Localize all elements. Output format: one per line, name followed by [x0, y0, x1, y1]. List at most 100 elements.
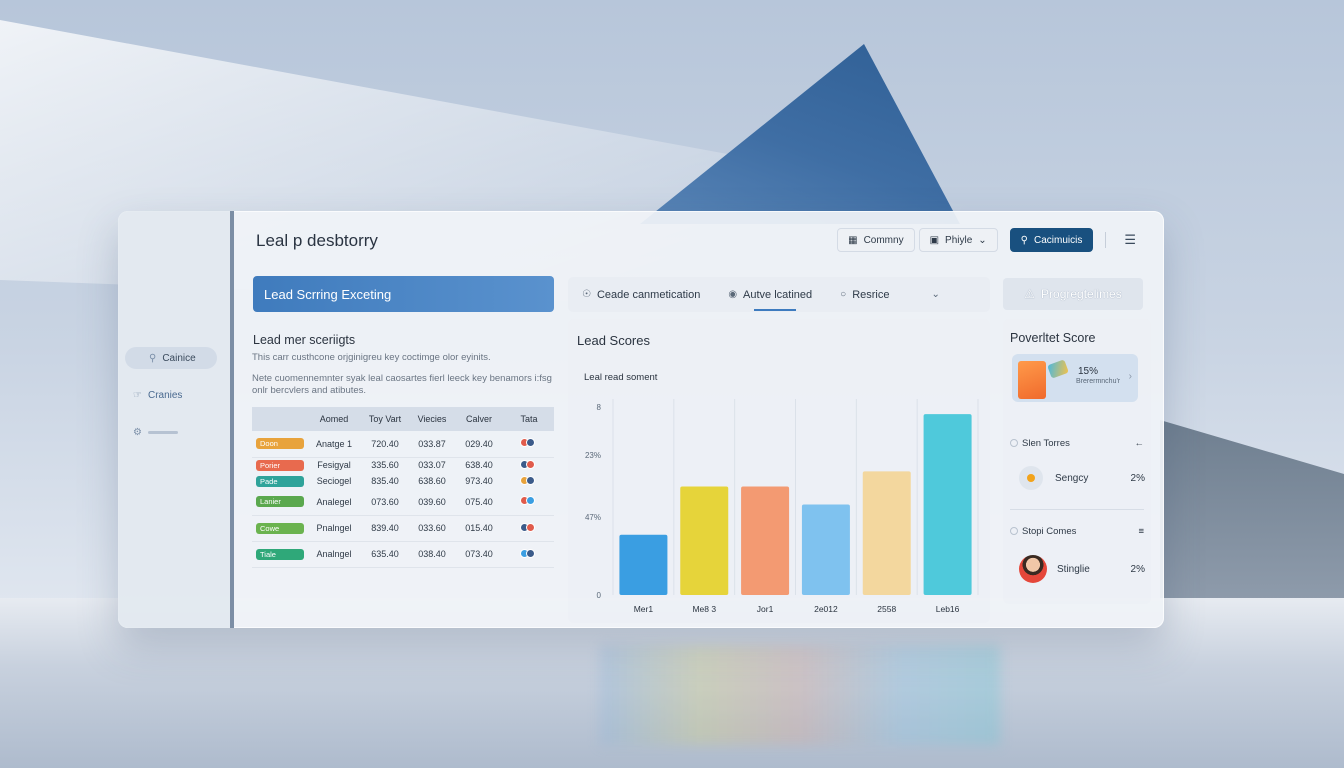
circle-icon — [1010, 527, 1018, 535]
x-tick-label: Mer1 — [634, 604, 654, 614]
gear-icon: ⚙ — [133, 426, 142, 438]
table-row[interactable]: Porier Fesigyal 335.60 033.07 638.40 — [252, 457, 554, 473]
tab-label: Ceade canmetication — [596, 288, 701, 301]
list-item-value: 2% — [1130, 563, 1145, 575]
bar-chart: Leal read soment 0 47% 23% 8 Mer1 Me8 3 Jor1 2e0… — [584, 372, 979, 614]
search-icon: ⚲ — [1020, 234, 1028, 246]
menu-icon[interactable]: ≡ — [1138, 526, 1144, 537]
table-cell: 038.40 — [410, 541, 454, 568]
sidebar-item-label: Cranies — [147, 389, 183, 401]
table-cell: 033.07 — [418, 460, 446, 471]
background-shadow — [1160, 420, 1344, 600]
toolbar: ▦ Commny ▣ Phiyle ⌄ ⚲ Cacimuicis ☰ — [837, 228, 1142, 252]
tab-ceade[interactable]: ☉ Ceade canmetication — [568, 277, 714, 312]
avatar — [526, 475, 535, 485]
table-row[interactable]: Pade Seciogel 835.40 638.60 973.40 — [252, 473, 554, 489]
card-title: Lead Scores — [577, 333, 650, 348]
table-cell: 015.40 — [454, 515, 504, 542]
promo-subtitle: Brerermnchu'r — [1076, 378, 1121, 385]
table-cell: 973.40 — [465, 476, 493, 486]
status-badge: Doon — [256, 438, 304, 450]
list-item[interactable]: Sengcy 2% — [1019, 466, 1145, 490]
table-row[interactable]: Doon Anatge 1 720.40 033.87 029.40 — [252, 431, 554, 458]
status-badge: Porier — [256, 459, 304, 471]
x-tick-label: Leb16 — [936, 604, 960, 614]
avatar-group — [520, 548, 535, 558]
table-cell: 335.60 — [371, 460, 399, 471]
y-tick-label: 23% — [585, 451, 601, 460]
sidebar-item-settings[interactable]: ⚙ — [125, 421, 217, 443]
phone-illustration — [1018, 361, 1046, 399]
column-header[interactable]: Toy Vart — [360, 407, 410, 431]
search-button[interactable]: ⚲ Cacimuicis — [1009, 228, 1094, 252]
table-cell — [504, 457, 554, 473]
profile-dropdown[interactable]: ▣ Phiyle ⌄ — [918, 228, 998, 252]
coin-icon — [1019, 466, 1043, 490]
table-row[interactable]: Lanier Analegel 073.60 039.60 075.40 — [252, 489, 554, 516]
column-header[interactable]: Viecies — [410, 407, 454, 431]
avatar-group — [520, 438, 535, 448]
y-tick-label: 0 — [597, 591, 602, 600]
table-cell: Pnalngel — [308, 515, 360, 542]
table-cell: Lanier — [252, 489, 308, 516]
section-description: This carr custhcone orjginigreu key coct… — [252, 352, 491, 363]
tab-autve[interactable]: ◉ Autve lcatined — [714, 277, 826, 312]
section-title: Stopi Comes — [1022, 526, 1077, 537]
lock-icon: ▣ — [929, 234, 940, 246]
arrow-left-icon[interactable]: ← — [1134, 438, 1145, 449]
status-badge: Tiale — [256, 548, 304, 560]
lead-scoring-banner[interactable]: Lead Scrring Exceting — [253, 276, 554, 312]
avatar-group — [520, 522, 535, 532]
status-badge: Cowe — [256, 522, 304, 534]
list-item[interactable]: Stinglie 2% — [1019, 555, 1145, 583]
search-icon: ⚲ — [149, 352, 157, 364]
table-cell: Pade — [252, 473, 308, 489]
y-tick-label: 8 — [597, 403, 602, 412]
status-badge: Lanier — [256, 496, 304, 508]
table-cell: 039.60 — [410, 489, 454, 516]
column-header[interactable]: Calver — [454, 407, 504, 431]
circle-icon — [1010, 439, 1018, 447]
shield-icon: ☉ — [582, 289, 591, 300]
grid-icon: ▦ — [848, 234, 858, 246]
progress-button[interactable]: ⚠ Progregtelimes — [1003, 278, 1143, 310]
x-tick-label: 2e012 — [814, 604, 838, 614]
tab-resrice[interactable]: ○ Resrice ⌄ — [826, 277, 954, 312]
avatar — [526, 459, 535, 469]
table-cell: Analngel — [308, 541, 360, 568]
table-cell: 835.40 — [371, 476, 399, 486]
x-tick-label: Me8 3 — [692, 604, 716, 614]
leads-table: Aomed Toy Vart Viecies Calver Tata Doon A… — [252, 407, 554, 568]
column-header[interactable]: Aomed — [308, 407, 360, 431]
table-cell: 720.40 — [360, 431, 410, 458]
background-blue-triangle — [640, 44, 960, 224]
table-row[interactable]: Tiale Analngel 635.40 038.40 073.40 — [252, 541, 554, 568]
section-header: Slen Torres ← — [1010, 438, 1144, 449]
circle-icon: ○ — [840, 289, 847, 300]
promo-percent: 15% — [1078, 366, 1099, 377]
chevron-right-icon: › — [1128, 371, 1132, 382]
x-tick-label: 2558 — [877, 604, 896, 614]
card-title: Poverltet Score — [1010, 331, 1096, 345]
divider — [1105, 232, 1107, 248]
table-cell: 073.40 — [454, 541, 504, 568]
warning-icon: ⚠ — [1024, 287, 1036, 301]
table-cell: 075.40 — [454, 489, 504, 516]
table-cell: 839.40 — [360, 515, 410, 542]
avatar — [526, 438, 535, 448]
table-cell: 638.40 — [465, 460, 493, 471]
company-button[interactable]: ▦ Commny — [837, 228, 915, 252]
table-cell: 638.60 — [418, 476, 446, 486]
promo-tile[interactable]: 15% Brerermnchu'r › — [1012, 354, 1138, 402]
lead-scores-card: Lead Scores Leal read soment 0 47% 23% 8 Mer1… — [568, 319, 990, 623]
table-row[interactable]: Cowe Pnalngel 839.40 033.60 015.40 — [252, 515, 554, 542]
lock-icon: ◉ — [728, 289, 738, 300]
hamburger-menu-icon[interactable]: ☰ — [1124, 232, 1136, 247]
chevron-down-icon: ⌄ — [978, 234, 987, 246]
table-cell: Porier — [252, 457, 308, 473]
table-header-row: Aomed Toy Vart Viecies Calver Tata — [252, 407, 554, 431]
column-header[interactable]: Tata — [504, 407, 554, 431]
search-button-label: Cacimuicis — [1034, 234, 1083, 246]
sidebar-item-cranies[interactable]: ☞ Cranies — [125, 384, 217, 406]
sidebar-item-search[interactable]: ⚲ Cainice — [125, 347, 217, 369]
